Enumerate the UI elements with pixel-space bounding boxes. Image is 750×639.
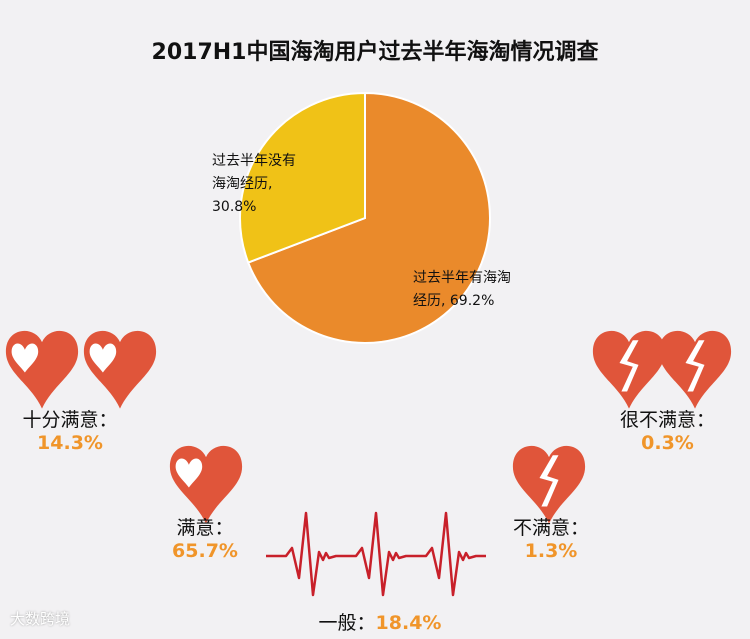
item-value: 1.3% <box>524 540 578 562</box>
item-label: 不满意： <box>512 517 589 539</box>
item-value: 18.4% <box>375 612 442 634</box>
watermark-logo: 大数跨境 <box>10 610 71 628</box>
item-label: 十分满意： <box>22 409 118 431</box>
heart-icon <box>83 330 157 409</box>
heart-icon <box>169 445 243 524</box>
item-very-satisfied: 十分满意： 14.3% <box>10 405 130 454</box>
slice-label-line: 过去半年有海淘 <box>413 270 511 286</box>
item-label: 满意： <box>176 517 234 539</box>
broken-heart-icon <box>658 330 732 409</box>
slice-label-line: 过去半年没有 <box>212 153 296 169</box>
pie-slice <box>239 91 366 264</box>
broken-heart-icon <box>512 445 586 524</box>
item-value: 65.7% <box>172 540 238 562</box>
item-label: 一般： <box>318 612 376 634</box>
chart-title: 2017H1中国海淘用户过去半年海淘情况调查 <box>151 40 599 65</box>
item-value: 14.3% <box>37 432 103 454</box>
heartbeat-line-icon <box>266 511 486 597</box>
item-satisfied: 满意： 65.7% <box>150 513 260 562</box>
item-very-dissatisfied: 很不满意： 0.3% <box>605 405 730 454</box>
item-neutral: 一般：18.4% <box>290 608 470 635</box>
slice-label-line: 30.8% <box>212 199 257 215</box>
slice-label-line: 海淘经历, <box>212 176 273 192</box>
slice-label-no: 过去半年没有 海淘经历, 30.8% <box>212 150 296 219</box>
slice-label-yes: 过去半年有海淘 经历, 69.2% <box>413 267 511 313</box>
pie-slice <box>246 91 491 344</box>
item-label: 很不满意： <box>619 409 715 431</box>
slice-label-line: 经历, 69.2% <box>413 293 495 309</box>
item-value: 0.3% <box>641 432 694 454</box>
broken-heart-icon <box>592 330 666 409</box>
heart-icon <box>5 330 79 409</box>
item-dissatisfied: 不满意： 1.3% <box>496 513 606 562</box>
